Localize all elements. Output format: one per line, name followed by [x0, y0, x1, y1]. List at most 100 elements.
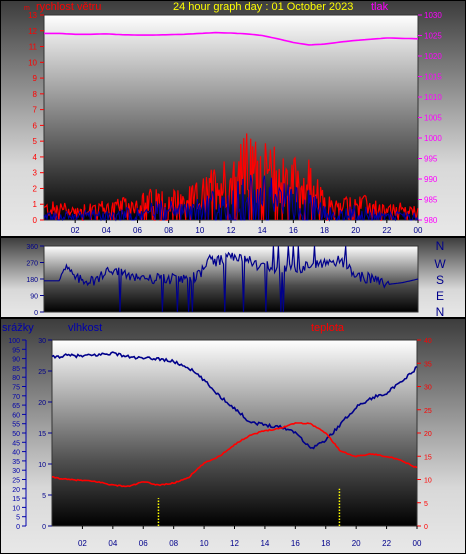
- chart-title: 24 hour graph day : 01 October 2023: [173, 1, 353, 13]
- rain-tick-label: 10: [12, 505, 20, 512]
- wind-tick-label: 12: [28, 27, 37, 36]
- humidity-temp-plot: [51, 339, 418, 527]
- pressure-tick-label: 985: [424, 196, 438, 205]
- pressure-tick-label: 1015: [424, 73, 442, 82]
- time-label: 14: [260, 539, 269, 548]
- temperature-tick-label: 15: [424, 454, 432, 461]
- direction-tick-label: 270: [26, 261, 38, 268]
- rain-tick-label: 85: [12, 366, 20, 373]
- compass-e: E: [436, 289, 444, 303]
- direction-tick-label: 360: [26, 244, 38, 251]
- pressure-tick-label: 995: [424, 155, 438, 164]
- humidity-tick-label: 15: [38, 431, 46, 438]
- temperature-tick-label: 25: [424, 408, 432, 415]
- wind-tick-label: 5: [33, 137, 38, 146]
- rain-tick-label: 30: [12, 468, 20, 475]
- pressure-label: tlak: [371, 1, 389, 13]
- compass-n-top: N: [436, 239, 445, 253]
- time-label: 22: [382, 539, 391, 548]
- rain-tick-label: 90: [12, 357, 20, 364]
- pressure-tick-label: 1000: [424, 134, 442, 143]
- rain-tick-label: 15: [12, 496, 20, 503]
- time-label: 02: [71, 226, 80, 235]
- wind-tick-label: 11: [29, 43, 38, 52]
- humidity-tick-label: 25: [38, 369, 46, 376]
- direction-tick-label: 90: [30, 294, 38, 301]
- wind-tick-label: 7: [33, 106, 38, 115]
- rain-tick-label: 35: [12, 459, 20, 466]
- rain-tick-label: 100: [8, 338, 20, 345]
- rain-tick-label: 20: [12, 487, 20, 494]
- time-label: 08: [169, 539, 178, 548]
- temperature-line: [52, 422, 418, 488]
- humidity-tick-label: 0: [42, 524, 46, 531]
- time-label: 06: [139, 539, 148, 548]
- rain-tick-label: 55: [12, 422, 20, 429]
- temperature-tick-label: 10: [424, 478, 432, 485]
- temperature-tick-label: 40: [424, 338, 432, 345]
- temperature-tick-label: 30: [424, 385, 432, 392]
- pressure-tick-label: 1030: [424, 11, 442, 20]
- humidity-line: [51, 351, 418, 450]
- humidity-tick-label: 5: [42, 493, 46, 500]
- rain-tick-label: 65: [12, 403, 20, 410]
- wind-unit-mark: m: [24, 5, 30, 12]
- pressure-tick-label: 1020: [424, 52, 442, 61]
- time-label: 12: [230, 539, 239, 548]
- direction-tick-label: 180: [26, 277, 38, 284]
- time-label: 04: [108, 539, 117, 548]
- rain-label: srážky: [2, 322, 34, 334]
- wind-tick-label: 6: [33, 121, 38, 130]
- rain-tick-label: 80: [12, 375, 20, 382]
- time-label: 12: [227, 226, 236, 235]
- wind-tick-label: 3: [33, 169, 38, 178]
- pressure-tick-label: 1010: [424, 93, 442, 102]
- wind-tick-label: 4: [33, 153, 38, 162]
- temperature-label: teplota: [311, 322, 345, 334]
- rain-tick-label: 95: [12, 347, 20, 354]
- humidity-tick-label: 30: [38, 338, 46, 345]
- time-label: 20: [351, 226, 360, 235]
- wind-direction-line: [44, 245, 419, 313]
- time-label: 14: [258, 226, 267, 235]
- time-label: 16: [289, 226, 298, 235]
- pressure-line: [44, 31, 419, 46]
- time-label: 06: [133, 226, 142, 235]
- wind-gust-line: [43, 133, 419, 221]
- rain-tick-label: 45: [12, 440, 20, 447]
- rain-tick-label: 70: [12, 394, 20, 401]
- time-label: 20: [352, 539, 361, 548]
- time-label: 10: [195, 226, 204, 235]
- humidity-label: vlhkost: [68, 322, 102, 334]
- rain-tick-label: 50: [12, 431, 20, 438]
- wind-tick-label: 13: [28, 11, 37, 20]
- wind-tick-label: 0: [33, 216, 38, 225]
- time-label: 00: [413, 539, 422, 548]
- pressure-tick-label: 980: [424, 216, 438, 225]
- wind-tick-label: 8: [33, 90, 38, 99]
- time-label: 22: [382, 226, 391, 235]
- humidity-tick-label: 20: [38, 400, 46, 407]
- rain-tick-label: 40: [12, 450, 20, 457]
- rain-tick-label: 25: [12, 478, 20, 485]
- time-label: 08: [164, 226, 173, 235]
- compass-n-bottom: N: [436, 305, 445, 319]
- wind-tick-label: 1: [33, 200, 38, 209]
- wind-tick-label: 10: [28, 58, 37, 67]
- rain-tick-label: 0: [16, 524, 20, 531]
- rain-tick-label: 75: [12, 385, 20, 392]
- compass-w: W: [434, 257, 446, 271]
- pressure-tick-label: 1005: [424, 114, 442, 123]
- time-label: 02: [78, 539, 87, 548]
- pressure-tick-label: 990: [424, 175, 438, 184]
- direction-tick-label: 0: [34, 310, 38, 317]
- temperature-tick-label: 35: [424, 361, 432, 368]
- rain-tick-label: 5: [16, 515, 20, 522]
- time-label: 18: [321, 539, 330, 548]
- humidity-tick-label: 10: [38, 462, 46, 469]
- time-label: 18: [320, 226, 329, 235]
- time-label: 00: [414, 226, 423, 235]
- time-label: 04: [102, 226, 111, 235]
- compass-s: S: [436, 273, 444, 287]
